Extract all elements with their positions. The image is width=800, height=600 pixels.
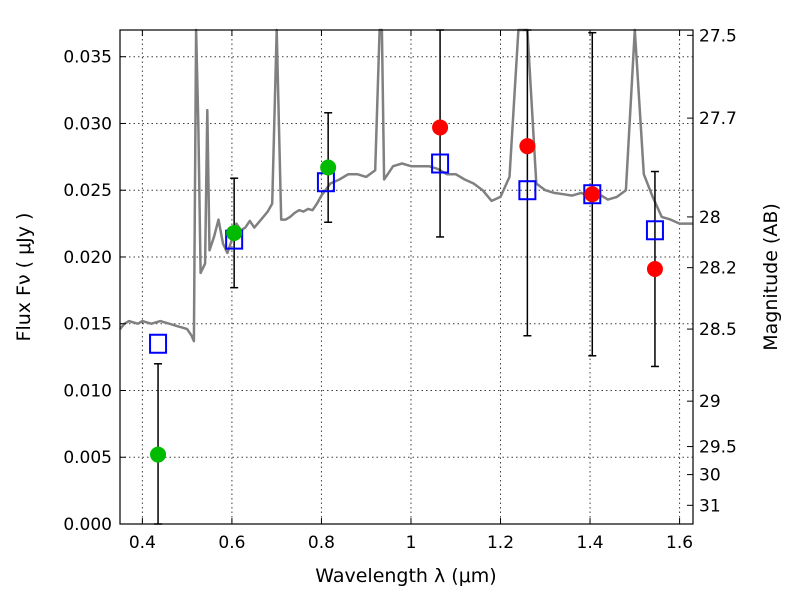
x-tick-label: 1.2 [487, 533, 514, 553]
model-square-marker [431, 153, 450, 174]
spectrum-line [119, 28, 693, 343]
x-tick-label: 1.4 [577, 533, 604, 553]
y-tick-label: 0.025 [63, 181, 112, 201]
observed-point-marker [584, 186, 601, 203]
observed-point-marker [519, 138, 536, 155]
right-tick-label: 29.5 [699, 438, 737, 458]
model-square-marker [645, 220, 664, 241]
right-tick-label: 28 [699, 208, 721, 228]
marker-layer [149, 119, 664, 463]
observed-point-marker [432, 119, 449, 136]
observed-point-marker [646, 260, 663, 277]
spectrum-layer [119, 28, 693, 343]
y-tick-label: 0.015 [63, 315, 112, 335]
y-tick-label: 0.000 [63, 515, 112, 535]
y-tick-label: 0.035 [63, 48, 112, 68]
model-square-marker [149, 333, 168, 354]
x-tick-label: 1 [406, 533, 417, 553]
x-axis-label: Wavelength λ (μm) [315, 565, 496, 587]
y-tick-label: 0.020 [63, 248, 112, 268]
y-tick-label: 0.010 [63, 381, 112, 401]
right-tick-label: 31 [699, 496, 721, 516]
x-tick-label: 0.6 [218, 533, 245, 553]
tick-layer: 0.4 0.6 0.8 1 1.2 1.4 1.6 0.000 0.005 0.010 0.015 0… [63, 26, 737, 553]
x-tick-label: 1.6 [666, 533, 693, 553]
right-tick-label: 27.7 [699, 109, 737, 129]
right-tick-label: 27.5 [699, 26, 737, 46]
model-square-marker [518, 180, 537, 201]
x-tick-label: 0.8 [308, 533, 335, 553]
y-tick-label: 0.005 [63, 448, 112, 468]
right-tick-label: 29 [699, 392, 721, 412]
y-tick-label: 0.030 [63, 114, 112, 134]
right-tick-label: 28.2 [699, 259, 737, 279]
y-axis-label: Flux Fν ( μJy ) [13, 213, 35, 342]
observed-point-marker [320, 159, 337, 176]
x-tick-label: 0.4 [129, 533, 156, 553]
observed-point-marker [226, 224, 243, 241]
observed-point-marker [150, 446, 167, 463]
right-tick-label: 30 [699, 466, 721, 486]
right-tick-label: 28.5 [699, 320, 737, 340]
plot-frame [119, 29, 694, 525]
right-axis-label: Magnitude (AB) [760, 203, 782, 351]
